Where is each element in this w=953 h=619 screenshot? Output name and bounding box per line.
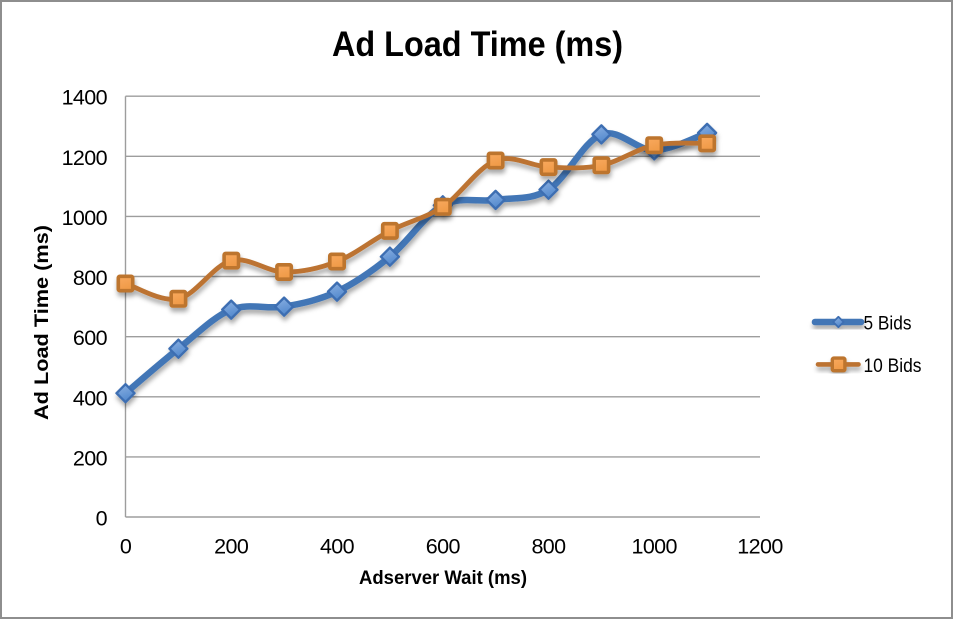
svg-text:1200: 1200: [62, 146, 108, 170]
svg-text:Ad Load Time (ms): Ad Load Time (ms): [332, 25, 623, 64]
svg-text:10 Bids: 10 Bids: [864, 356, 922, 377]
svg-text:0: 0: [120, 535, 132, 559]
svg-text:600: 600: [73, 326, 108, 350]
svg-text:800: 800: [531, 535, 566, 559]
svg-text:1200: 1200: [737, 535, 783, 559]
svg-text:Adserver Wait (ms): Adserver Wait (ms): [359, 568, 527, 589]
svg-text:0: 0: [96, 507, 108, 531]
svg-text:800: 800: [73, 266, 108, 290]
svg-text:1400: 1400: [62, 86, 108, 110]
svg-text:200: 200: [214, 535, 249, 559]
svg-text:1000: 1000: [62, 206, 108, 230]
svg-text:1000: 1000: [631, 535, 677, 559]
svg-text:Ad Load Time (ms): Ad Load Time (ms): [32, 225, 53, 420]
svg-text:600: 600: [426, 535, 461, 559]
svg-text:200: 200: [73, 446, 108, 470]
svg-text:5 Bids: 5 Bids: [864, 314, 912, 335]
svg-text:400: 400: [320, 535, 355, 559]
svg-text:400: 400: [73, 386, 108, 410]
